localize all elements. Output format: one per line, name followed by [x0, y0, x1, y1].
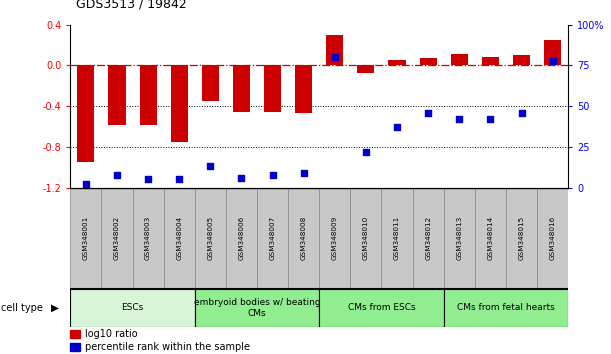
Text: GSM348012: GSM348012 [425, 216, 431, 260]
Text: GSM348016: GSM348016 [550, 216, 555, 260]
FancyBboxPatch shape [412, 188, 444, 289]
Bar [420, 58, 437, 65]
Text: GSM348003: GSM348003 [145, 216, 151, 260]
Point [423, 110, 433, 115]
Bar [513, 55, 530, 65]
Text: GSM348011: GSM348011 [394, 216, 400, 260]
FancyBboxPatch shape [133, 188, 164, 289]
FancyBboxPatch shape [288, 188, 320, 289]
Text: CMs from ESCs: CMs from ESCs [348, 303, 415, 313]
FancyBboxPatch shape [444, 289, 568, 327]
FancyBboxPatch shape [475, 188, 506, 289]
Point [517, 110, 527, 115]
Point [143, 177, 153, 182]
Text: GSM348005: GSM348005 [207, 216, 213, 260]
Bar [170, 65, 188, 142]
Bar [326, 35, 343, 65]
Point [236, 175, 246, 181]
Point [392, 125, 402, 130]
Point [361, 149, 371, 155]
Text: embryoid bodies w/ beating
CMs: embryoid bodies w/ beating CMs [194, 298, 320, 318]
Point [330, 55, 340, 60]
Point [268, 172, 277, 177]
Text: ESCs: ESCs [122, 303, 144, 313]
Bar [77, 65, 94, 162]
FancyBboxPatch shape [506, 188, 537, 289]
Point [486, 116, 496, 122]
Text: GSM348015: GSM348015 [519, 216, 525, 260]
FancyBboxPatch shape [257, 188, 288, 289]
Bar [482, 57, 499, 65]
Text: GSM348013: GSM348013 [456, 216, 463, 260]
Text: cell type: cell type [1, 303, 43, 313]
Text: CMs from fetal hearts: CMs from fetal hearts [457, 303, 555, 313]
Bar [139, 65, 156, 125]
Bar [264, 65, 281, 112]
Point [299, 170, 309, 176]
FancyBboxPatch shape [226, 188, 257, 289]
Text: log10 ratio: log10 ratio [86, 329, 138, 339]
Point [81, 182, 90, 187]
Text: GSM348002: GSM348002 [114, 216, 120, 260]
Text: GSM348014: GSM348014 [488, 216, 494, 260]
Text: GDS3513 / 19842: GDS3513 / 19842 [76, 0, 187, 11]
Bar [451, 54, 468, 65]
Point [455, 116, 464, 122]
Text: ▶: ▶ [51, 303, 59, 313]
Bar [233, 65, 250, 112]
Bar [295, 65, 312, 113]
Bar [70, 330, 80, 338]
FancyBboxPatch shape [70, 188, 101, 289]
FancyBboxPatch shape [537, 188, 568, 289]
Bar [389, 61, 406, 65]
FancyBboxPatch shape [70, 289, 195, 327]
FancyBboxPatch shape [381, 188, 412, 289]
FancyBboxPatch shape [320, 289, 444, 327]
FancyBboxPatch shape [195, 289, 320, 327]
Text: GSM348004: GSM348004 [176, 216, 182, 260]
Bar [202, 65, 219, 101]
FancyBboxPatch shape [320, 188, 350, 289]
Point [548, 58, 558, 63]
FancyBboxPatch shape [101, 188, 133, 289]
Text: GSM348009: GSM348009 [332, 216, 338, 260]
Text: GSM348010: GSM348010 [363, 216, 369, 260]
Bar [108, 65, 125, 125]
Bar [544, 40, 562, 65]
Point [112, 172, 122, 177]
Text: GSM348008: GSM348008 [301, 216, 307, 260]
Point [174, 177, 184, 182]
FancyBboxPatch shape [350, 188, 381, 289]
Bar [357, 65, 375, 73]
FancyBboxPatch shape [444, 188, 475, 289]
Text: GSM348001: GSM348001 [83, 216, 89, 260]
Text: percentile rank within the sample: percentile rank within the sample [86, 342, 251, 352]
Text: GSM348006: GSM348006 [238, 216, 244, 260]
FancyBboxPatch shape [195, 188, 226, 289]
Bar [70, 343, 80, 351]
FancyBboxPatch shape [164, 188, 195, 289]
Point [205, 164, 215, 169]
Text: GSM348007: GSM348007 [269, 216, 276, 260]
